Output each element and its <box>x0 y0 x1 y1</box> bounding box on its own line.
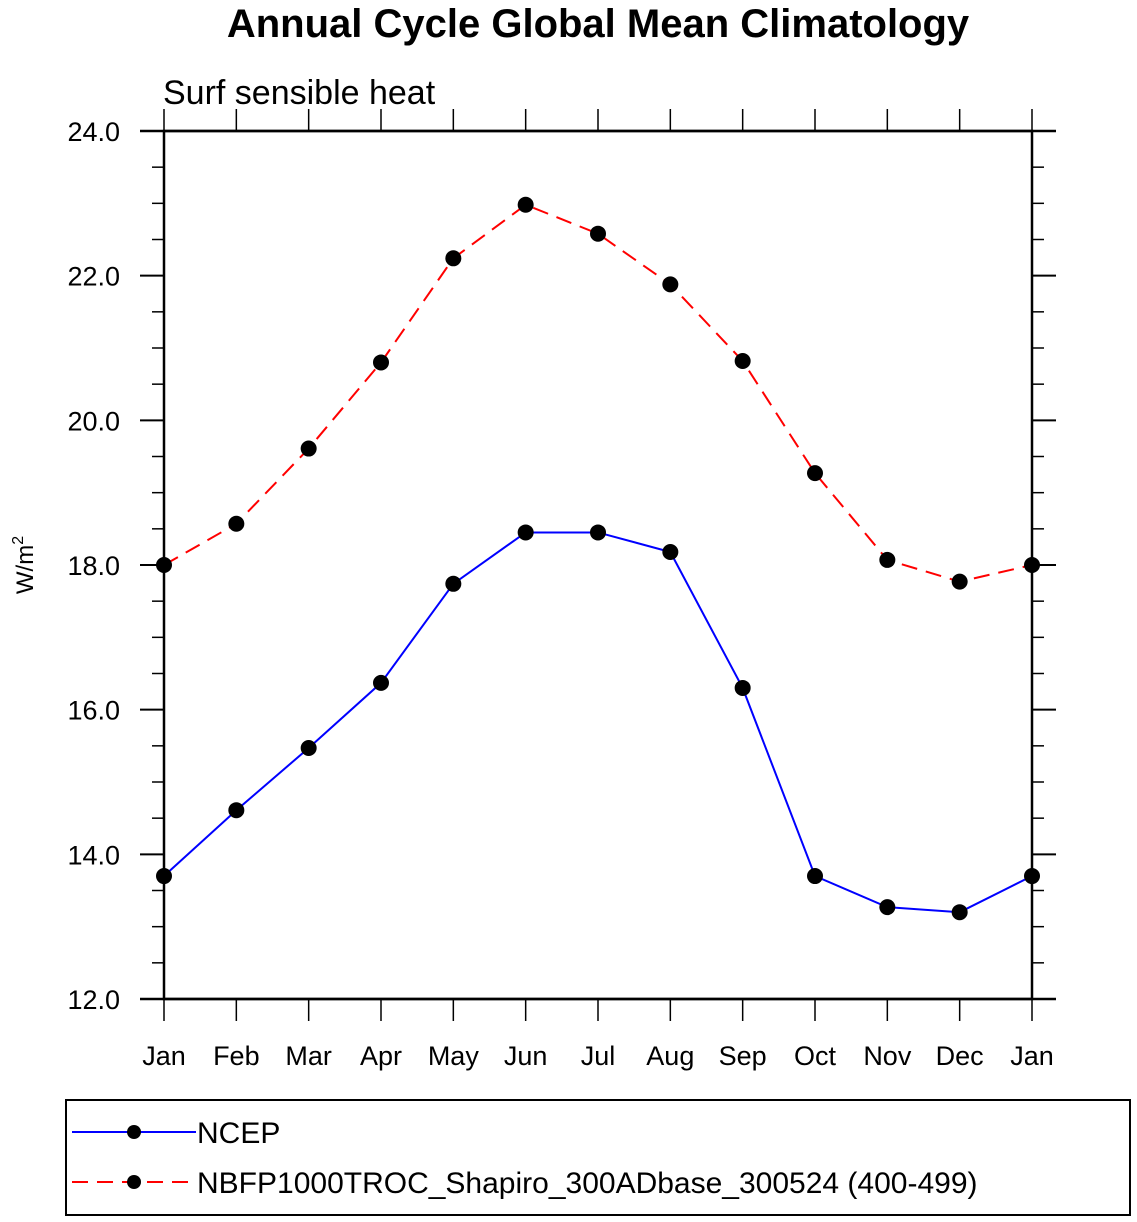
x-tick-label: Apr <box>360 1041 402 1071</box>
series-layer <box>156 196 1040 921</box>
legend-box <box>65 1099 1131 1216</box>
x-tick-label: Jan <box>142 1041 186 1071</box>
data-point-model <box>373 354 389 371</box>
data-point-ncep <box>373 674 389 691</box>
y-axis-label: W/m2 <box>10 536 39 594</box>
x-tick-label: Aug <box>646 1041 694 1071</box>
y-tick-label: 14.0 <box>67 840 120 870</box>
x-tick-label: Jul <box>581 1041 616 1071</box>
data-point-model <box>662 276 679 293</box>
x-tick-label: Feb <box>213 1041 260 1071</box>
data-point-ncep <box>1024 868 1040 885</box>
legend: NCEP NBFP1000TROC_Shapiro_300ADbase_3005… <box>65 1099 1131 1216</box>
data-point-ncep <box>445 575 462 592</box>
legend-label-ncep: NCEP <box>197 1117 280 1150</box>
legend-marker-ncep <box>127 1125 141 1139</box>
data-point-model <box>590 225 606 242</box>
data-point-ncep <box>951 904 968 921</box>
data-point-model <box>228 515 245 532</box>
x-tick-label: Oct <box>794 1041 837 1071</box>
data-point-ncep <box>662 543 679 560</box>
x-tick-label: May <box>428 1041 480 1071</box>
y-tick-label: 24.0 <box>67 117 120 147</box>
data-point-model <box>1024 557 1040 573</box>
legend-item-model: NBFP1000TROC_Shapiro_300ADbase_300524 (4… <box>72 1167 978 1200</box>
x-tick-label: Nov <box>863 1041 912 1071</box>
data-point-ncep <box>807 868 823 885</box>
data-point-ncep <box>517 524 534 541</box>
y-tick-label: 22.0 <box>67 262 120 292</box>
y-tick-label: 16.0 <box>67 696 120 726</box>
data-point-model <box>300 440 317 457</box>
data-point-model <box>445 250 462 267</box>
x-tick-label: Dec <box>936 1041 984 1071</box>
data-point-ncep <box>879 899 896 916</box>
data-point-model <box>879 551 896 568</box>
data-point-model <box>807 465 823 482</box>
data-point-ncep <box>590 524 606 541</box>
y-tick-label: 18.0 <box>67 551 120 581</box>
x-tick-label: Mar <box>285 1041 332 1071</box>
axes <box>140 109 1056 1021</box>
data-point-model <box>517 196 534 213</box>
legend-item-ncep: NCEP <box>72 1117 280 1150</box>
tick-labels: 12.0 14.0 16.0 18.0 20.0 22.0 24.0 Jan Feb Mar Apr… <box>67 117 1053 1071</box>
legend-marker-model <box>127 1175 141 1189</box>
y-tick-label: 20.0 <box>67 406 120 436</box>
data-point-model <box>951 573 968 590</box>
y-axis-label-superscript: 2 <box>10 536 27 545</box>
data-point-model <box>156 557 172 573</box>
chart-subtitle: Surf sensible heat <box>163 74 436 112</box>
y-axis-label-text: W/m <box>12 545 39 594</box>
x-tick-label: Jan <box>1010 1041 1054 1071</box>
data-point-ncep <box>228 802 245 819</box>
data-point-model <box>734 353 751 370</box>
x-tick-label: Sep <box>719 1041 767 1071</box>
svg-text:W/m2: W/m2 <box>10 536 39 594</box>
chart-title: Annual Cycle Global Mean Climatology <box>227 2 970 46</box>
series-line-ncep <box>163 531 1033 914</box>
y-tick-label: 12.0 <box>67 985 120 1015</box>
legend-label-model: NBFP1000TROC_Shapiro_300ADbase_300524 (4… <box>197 1167 978 1200</box>
data-point-ncep <box>156 868 172 885</box>
x-tick-label: Jun <box>504 1041 548 1071</box>
data-point-ncep <box>734 679 751 696</box>
data-point-ncep <box>300 740 317 757</box>
